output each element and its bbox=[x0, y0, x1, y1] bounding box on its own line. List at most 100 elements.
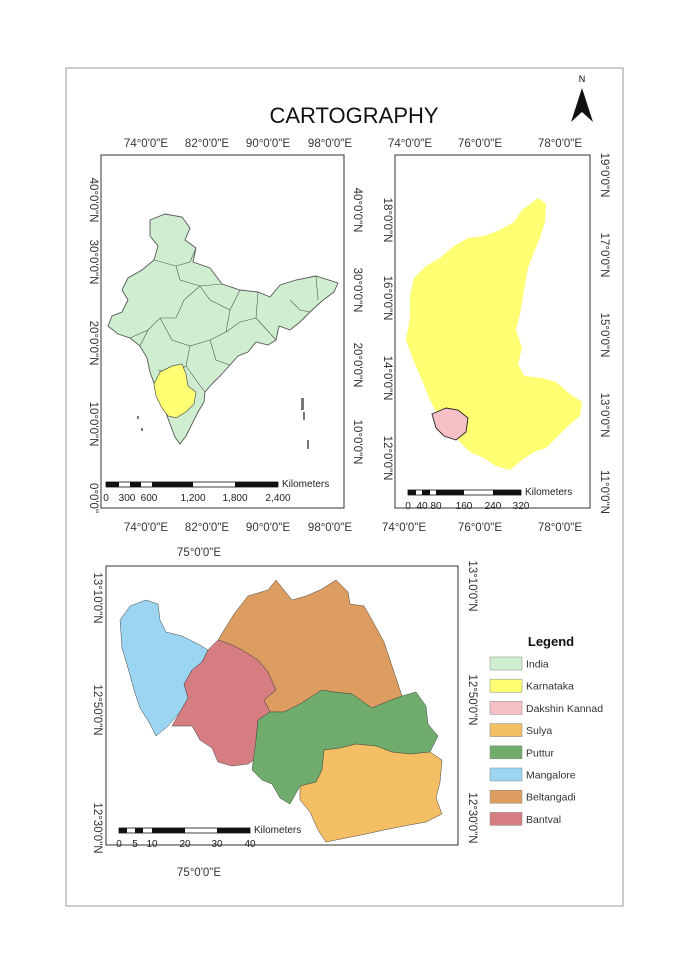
dakshin-scale-label: 5 bbox=[132, 839, 138, 850]
karnataka-left-tick: 16°0'0"N bbox=[381, 276, 393, 321]
karnataka-bottom-tick: 78°0'0"E bbox=[538, 522, 582, 534]
india-right-tick: 40°0'0"N bbox=[351, 188, 363, 233]
india-islands bbox=[137, 398, 309, 449]
dakshin-scale-unit: Kilometers bbox=[254, 825, 301, 836]
karnataka-right-tick: 19°0'0"N bbox=[598, 153, 610, 198]
legend-item: Karnataka bbox=[489, 678, 574, 693]
north-label: N bbox=[579, 74, 586, 84]
dakshin-scale-label: 30 bbox=[211, 839, 223, 850]
india-bottom-ticks: 74°0'0"E 82°0'0"E 90°0'0"E 98°0'0"E bbox=[124, 522, 352, 534]
india-left-tick: 20°0'0"N bbox=[87, 321, 99, 366]
map-title: CARTOGRAPHY bbox=[269, 103, 438, 128]
karnataka-scale-unit: Kilometers bbox=[525, 487, 572, 498]
karnataka-scale-label: 80 bbox=[430, 501, 442, 512]
legend-item: Beltangadi bbox=[489, 789, 576, 804]
dakshin-right-tick: 13°10'0"N bbox=[466, 560, 478, 611]
karnataka-bottom-tick: 76°0'0"E bbox=[458, 522, 502, 534]
india-left-tick: 10°0'0"N bbox=[87, 402, 99, 447]
india-scale-unit: Kilometers bbox=[282, 479, 329, 490]
legend-item: Bantval bbox=[489, 812, 561, 826]
india-right-tick: 30°0'0"N bbox=[351, 268, 363, 313]
legend-item: India bbox=[489, 656, 549, 671]
legend-label: Dakshin Kannad bbox=[526, 703, 603, 715]
india-scale-label: 1,800 bbox=[222, 493, 247, 504]
karnataka-left-tick: 14°0'0"N bbox=[381, 356, 393, 401]
karnataka-left-tick: 12°0'0"N bbox=[381, 436, 393, 481]
karnataka-bottom-tick: 74°0'0"E bbox=[382, 522, 426, 534]
legend-label: Sulya bbox=[526, 725, 552, 737]
karnataka-left-tick: 18°0'0"N bbox=[381, 198, 393, 243]
legend-swatch bbox=[489, 789, 523, 804]
india-scale-bar: Kilometers 0 300 600 1,200 1,800 2,400 bbox=[103, 479, 329, 504]
legend-label: Mangalore bbox=[526, 770, 576, 782]
karnataka-map-panel: 74°0'0"E 76°0'0"E 78°0'0"E 74°0'0"E 76°0… bbox=[381, 138, 610, 534]
india-bottom-tick: 98°0'0"E bbox=[308, 522, 352, 534]
legend-swatch bbox=[489, 678, 523, 693]
dakshin-right-tick: 12°30'0"N bbox=[466, 792, 478, 843]
north-arrow-icon: N bbox=[571, 74, 593, 122]
karnataka-shape bbox=[406, 198, 582, 470]
bantval-taluk bbox=[171, 639, 277, 767]
india-top-tick: 82°0'0"E bbox=[185, 138, 229, 150]
india-bottom-tick: 90°0'0"E bbox=[246, 522, 290, 534]
india-left-tick: 30°0'0"N bbox=[87, 240, 99, 285]
karnataka-right-tick: 11°0'0"N bbox=[598, 470, 610, 514]
legend-item: Sulya bbox=[489, 723, 552, 737]
karnataka-scale-label: 0 bbox=[405, 501, 411, 512]
india-left-tick: 40°0'0"N bbox=[87, 178, 99, 223]
legend-swatch bbox=[489, 656, 523, 671]
legend-item: Mangalore bbox=[489, 767, 576, 782]
karnataka-top-ticks: 74°0'0"E 76°0'0"E 78°0'0"E bbox=[388, 138, 582, 150]
legend-swatch bbox=[489, 767, 523, 782]
dakshin-right-tick: 12°50'0"N bbox=[466, 674, 478, 725]
legend: Legend India Karnataka Dakshin Kannad Sulya… bbox=[489, 634, 603, 826]
karnataka-top-tick: 78°0'0"E bbox=[538, 138, 582, 150]
india-map-panel: 74°0'0"E 82°0'0"E 90°0'0"E 98°0'0"E 74°0… bbox=[87, 138, 363, 534]
karnataka-scale-label: 160 bbox=[456, 501, 473, 512]
dakshin-right-ticks: 13°10'0"N 12°50'0"N 12°30'0"N bbox=[466, 560, 478, 843]
dakshin-left-tick: 12°30'0"N bbox=[91, 802, 103, 853]
dakshin-map-panel: 75°0'0"E 75°0'0"E 13°10'0"N 12°50'0"N 12… bbox=[91, 547, 478, 879]
india-top-ticks: 74°0'0"E 82°0'0"E 90°0'0"E 98°0'0"E bbox=[124, 138, 352, 150]
sulya-taluk bbox=[299, 743, 443, 843]
karnataka-dakshin-highlight bbox=[431, 407, 469, 441]
india-scale-label: 300 bbox=[119, 493, 136, 504]
india-bottom-tick: 82°0'0"E bbox=[185, 522, 229, 534]
karnataka-scale-label: 240 bbox=[485, 501, 502, 512]
india-right-ticks: 40°0'0"N 30°0'0"N 20°0'0"N 10°0'0"N bbox=[351, 188, 363, 465]
india-right-tick: 20°0'0"N bbox=[351, 343, 363, 388]
india-scale-label: 600 bbox=[141, 493, 158, 504]
dakshin-left-tick: 13°10'0"N bbox=[91, 572, 103, 623]
karnataka-right-tick: 15°0'0"N bbox=[598, 313, 610, 358]
legend-label: Karnataka bbox=[526, 681, 574, 693]
legend-title: Legend bbox=[528, 634, 574, 649]
india-top-tick: 90°0'0"E bbox=[246, 138, 290, 150]
karnataka-scale-label: 40 bbox=[416, 501, 428, 512]
legend-label: Puttur bbox=[526, 747, 555, 759]
dakshin-scale-label: 40 bbox=[244, 839, 256, 850]
karnataka-top-tick: 74°0'0"E bbox=[388, 138, 432, 150]
india-top-tick: 74°0'0"E bbox=[124, 138, 168, 150]
legend-swatch bbox=[489, 701, 523, 715]
india-scale-label: 0 bbox=[103, 493, 109, 504]
karnataka-scale-bar: Kilometers 0 40 80 160 240 320 bbox=[405, 487, 572, 512]
india-top-tick: 98°0'0"E bbox=[308, 138, 352, 150]
india-karnataka-highlight bbox=[153, 363, 197, 419]
legend-swatch bbox=[489, 812, 523, 826]
dakshin-scale-label: 20 bbox=[179, 839, 191, 850]
legend-swatch bbox=[489, 723, 523, 737]
india-bottom-tick: 74°0'0"E bbox=[124, 522, 168, 534]
legend-label: Beltangadi bbox=[526, 792, 576, 804]
india-scale-label: 1,200 bbox=[180, 493, 205, 504]
karnataka-right-ticks: 19°0'0"N 17°0'0"N 15°0'0"N 13°0'0"N 11°0… bbox=[598, 153, 610, 514]
india-left-ticks: 40°0'0"N 30°0'0"N 20°0'0"N 10°0'0"N 0°0'… bbox=[87, 178, 99, 513]
dakshin-top-tick: 75°0'0"E bbox=[177, 547, 221, 559]
karnataka-scale-label: 320 bbox=[513, 501, 530, 512]
karnataka-right-tick: 17°0'0"N bbox=[598, 233, 610, 278]
legend-item: Puttur bbox=[489, 745, 555, 759]
india-left-tick: 0°0'0" bbox=[87, 483, 99, 513]
dakshin-scale-bar: Kilometers 0 5 10 20 30 40 bbox=[116, 825, 301, 850]
dakshin-left-ticks: 13°10'0"N 12°50'0"N 12°30'0"N bbox=[91, 572, 103, 853]
india-scale-label: 2,400 bbox=[265, 493, 290, 504]
